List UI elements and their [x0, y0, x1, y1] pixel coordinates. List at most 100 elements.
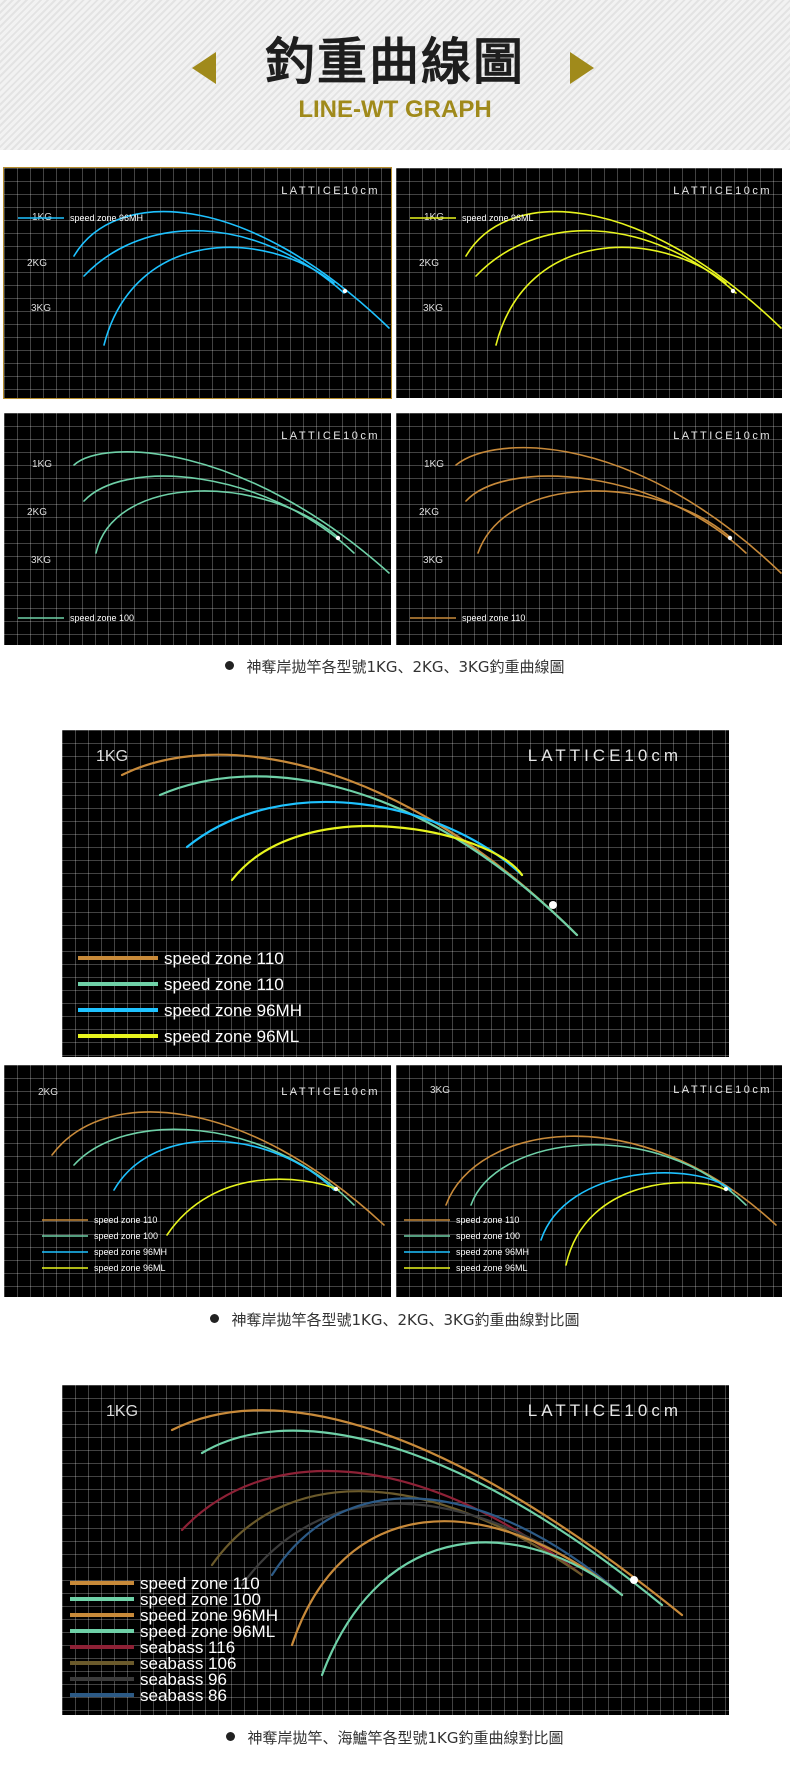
chart-panel-compare-3kg: LATTICE10cm 3KG speed zone 110 speed zone 1… — [396, 1065, 782, 1297]
load-point — [727, 535, 733, 541]
series-line — [475, 230, 737, 294]
series-line — [83, 475, 355, 554]
series-line — [73, 451, 390, 574]
chart-panel-compare-1kg: LATTICE10cm 1KG speed zone 110 speed zone 1… — [62, 730, 729, 1057]
chart-panel-compare-2kg: LATTICE10cm 2KG speed zone 110 speed zone 1… — [4, 1065, 391, 1297]
legend-label: speed zone 96ML — [462, 213, 534, 223]
y-tick-label: 1KG — [32, 459, 52, 470]
series-line — [113, 1140, 335, 1191]
series-line — [200, 1429, 664, 1607]
legend-label: speed zone 96MH — [70, 213, 143, 223]
caption-text: 神奪岸拋竿各型號1KG、2KG、3KG釣重曲線對比圖 — [231, 1311, 580, 1329]
caption-section-2: 神奪岸拋竿各型號1KG、2KG、3KG釣重曲線對比圖 — [0, 1309, 790, 1330]
weight-label: 2KG — [38, 1087, 58, 1098]
lattice-label: LATTICE10cm — [673, 1084, 772, 1096]
legend-label: speed zone 100 — [456, 1231, 520, 1241]
y-tick-label: 3KG — [423, 303, 443, 314]
chart-panel-110: LATTICE10cm 1KG 2KG 3KG speed zone 110 — [396, 413, 782, 645]
chart-panel-compare-seabass: LATTICE10cm 1KG speed zone 110 speed zone 1… — [62, 1385, 729, 1715]
y-tick-label: 2KG — [27, 258, 47, 269]
legend-label: speed zone 110 — [456, 1215, 519, 1225]
series-line — [103, 246, 335, 346]
legend-label: speed zone 96ML — [456, 1263, 528, 1273]
lattice-label: LATTICE10cm — [528, 746, 682, 765]
y-tick-label: 3KG — [31, 303, 51, 314]
caption-section-1: 神奪岸拋竿各型號1KG、2KG、3KG釣重曲線圖 — [0, 656, 790, 677]
legend-label: speed zone 100 — [94, 1231, 158, 1241]
series-line — [95, 490, 340, 554]
bullet-icon — [225, 661, 235, 670]
caption-section-3: 神奪岸拋竿、海鱸竿各型號1KG釣重曲線對比圖 — [0, 1727, 790, 1748]
page-subtitle: LINE-WT GRAPH — [298, 96, 492, 123]
series-line — [180, 1469, 584, 1577]
series-line — [465, 210, 782, 329]
y-tick-label: 2KG — [419, 258, 439, 269]
chart-panel-100: LATTICE10cm 1KG 2KG 3KG speed zone 100 — [4, 413, 391, 645]
weight-label: 1KG — [106, 1403, 138, 1420]
legend-label: speed zone 100 — [70, 613, 134, 623]
legend-label: speed zone 96MH — [456, 1247, 529, 1257]
arrow-left-icon — [192, 52, 216, 84]
series-line — [270, 1497, 624, 1597]
y-tick-label: 3KG — [31, 555, 51, 566]
lattice-label: LATTICE10cm — [673, 185, 772, 197]
load-point — [730, 288, 736, 294]
lattice-label: LATTICE10cm — [281, 430, 380, 442]
lattice-label: LATTICE10cm — [528, 1401, 682, 1420]
lattice-label: LATTICE10cm — [281, 1086, 380, 1098]
page-title: 釣重曲線圖 — [265, 33, 525, 91]
caption-text: 神奪岸拋竿、海鱸竿各型號1KG釣重曲線對比圖 — [247, 1729, 564, 1747]
legend-label: speed zone 110 — [94, 1215, 157, 1225]
series-line — [455, 446, 782, 574]
lattice-label: LATTICE10cm — [281, 185, 380, 197]
series-line — [166, 1178, 340, 1236]
legend-label: seabass 106 — [140, 1654, 236, 1673]
y-tick-label: 2KG — [27, 507, 47, 518]
load-point — [333, 1186, 339, 1192]
legend-label: speed zone 110 — [164, 949, 284, 968]
legend-label: speed zone 96MH — [140, 1606, 278, 1625]
load-point — [549, 901, 557, 909]
weight-label: 3KG — [430, 1085, 450, 1096]
series-line — [445, 1135, 777, 1226]
legend-label: seabass 96 — [140, 1670, 227, 1689]
legend-label: speed zone 96ML — [164, 1027, 299, 1046]
series-line — [320, 1541, 624, 1677]
series-line — [495, 246, 727, 346]
legend-label: speed zone 100 — [140, 1590, 261, 1609]
chart-panel-96mh: LATTICE10cm 1KG 2KG 3KG speed zone 96MH — [3, 167, 392, 399]
series-line — [158, 775, 579, 937]
chart-panel-96ml: LATTICE10cm 1KG 2KG 3KG speed zone 96ML — [396, 168, 782, 398]
load-point — [630, 1576, 638, 1584]
series-line — [83, 230, 345, 294]
series-line — [185, 800, 524, 877]
series-line — [230, 824, 524, 882]
bullet-icon — [226, 1732, 236, 1741]
series-line — [51, 1111, 385, 1226]
legend-label: seabass 86 — [140, 1686, 227, 1705]
series-line — [540, 1172, 732, 1241]
legend-label: speed zone 96MH — [94, 1247, 167, 1257]
series-line — [465, 475, 747, 554]
lattice-label: LATTICE10cm — [673, 430, 772, 442]
legend-label: speed zone 110 — [462, 613, 525, 623]
legend-label: speed zone 96MH — [164, 1001, 302, 1020]
y-tick-label: 2KG — [419, 507, 439, 518]
y-tick-label: 3KG — [423, 555, 443, 566]
legend-label: speed zone 110 — [140, 1574, 260, 1593]
series-line — [240, 1502, 624, 1597]
y-tick-label: 1KG — [424, 459, 444, 470]
bullet-icon — [210, 1314, 220, 1323]
load-point — [342, 288, 348, 294]
series-line — [470, 1144, 747, 1206]
series-line — [290, 1520, 624, 1647]
weight-label: 1KG — [96, 748, 128, 765]
series-line — [477, 490, 732, 554]
page-header: 釣重曲線圖 LINE-WT GRAPH — [0, 0, 790, 150]
series-line — [565, 1181, 727, 1266]
legend-label: speed zone 96ML — [140, 1622, 275, 1641]
caption-text: 神奪岸拋竿各型號1KG、2KG、3KG釣重曲線圖 — [246, 658, 565, 676]
load-point — [723, 1186, 729, 1192]
arrow-right-icon — [570, 52, 594, 84]
load-point — [335, 535, 341, 541]
